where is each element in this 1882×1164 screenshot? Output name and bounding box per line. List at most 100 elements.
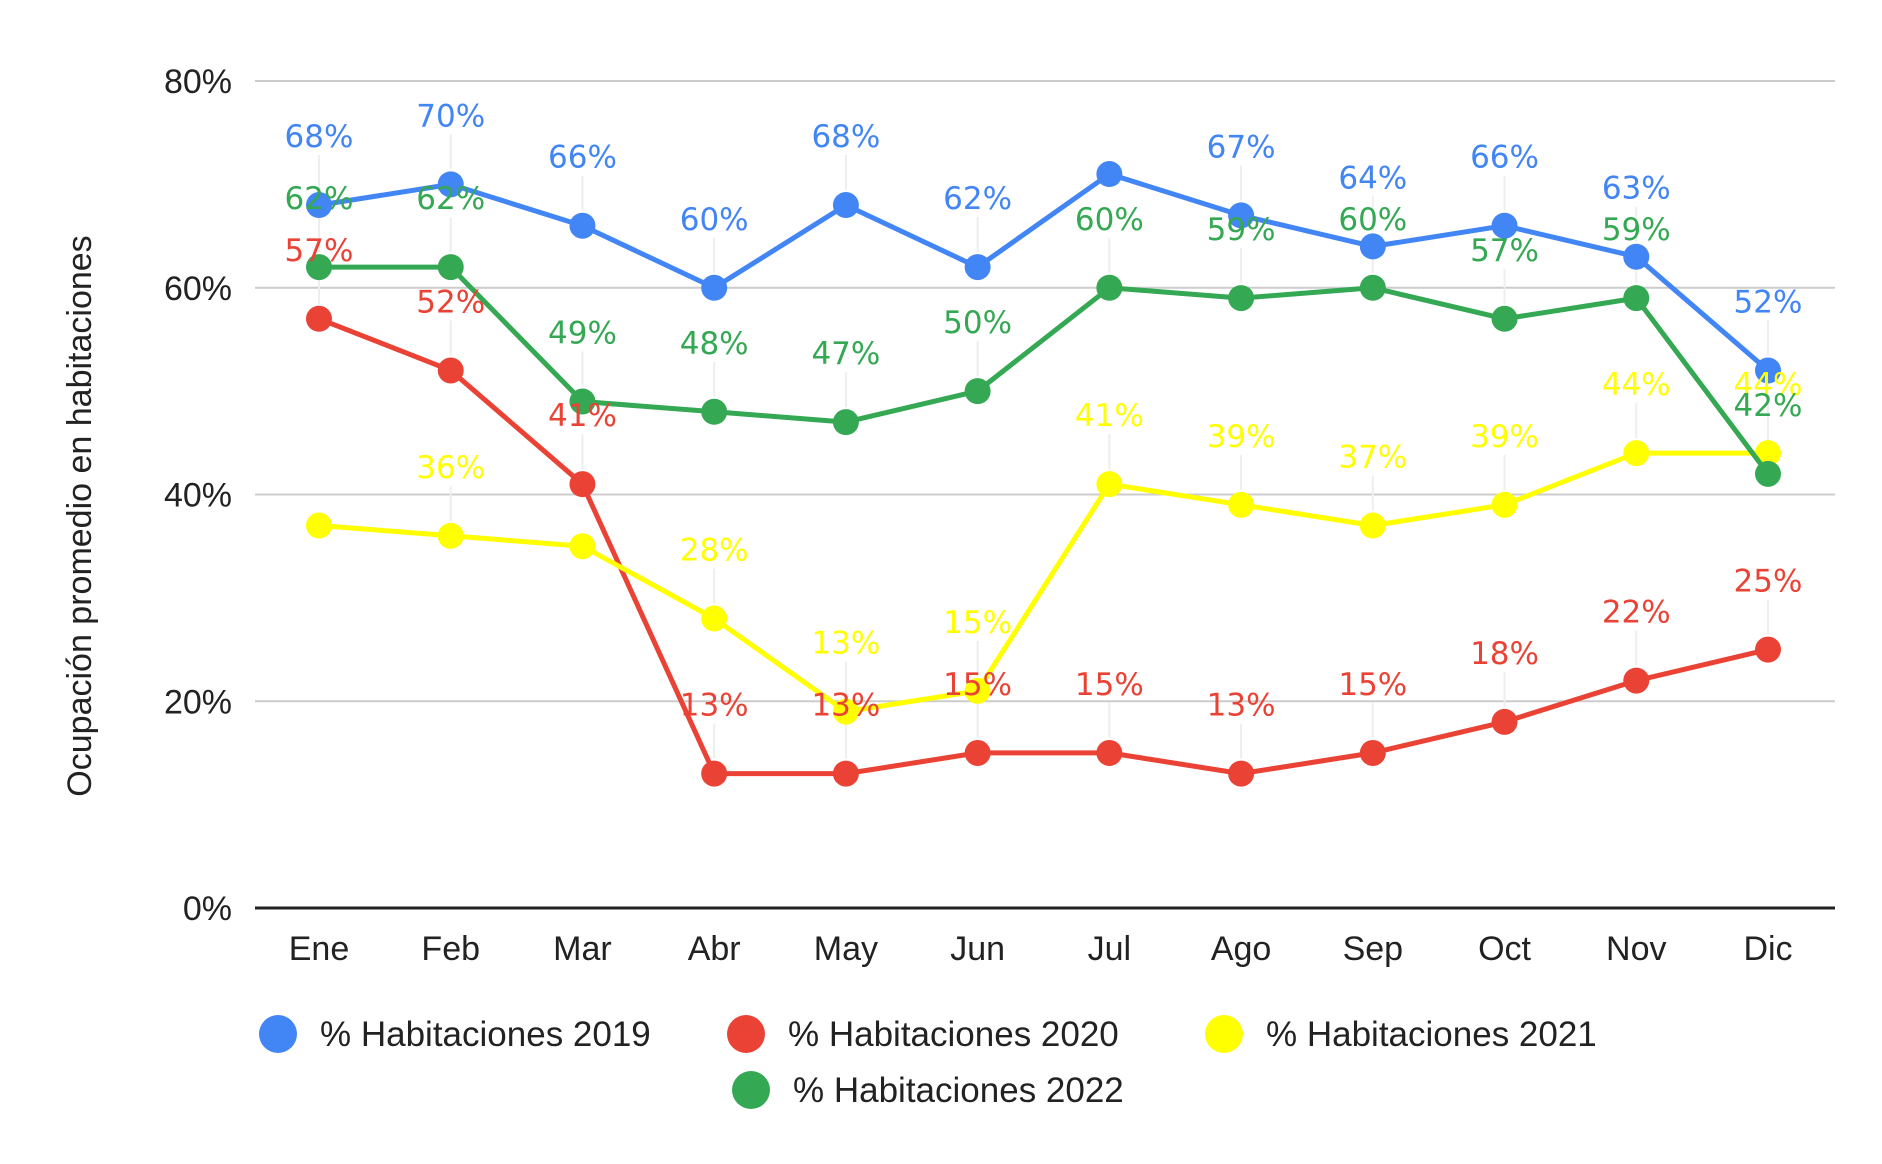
- data-label: 15%: [1338, 667, 1407, 703]
- data-label: 41%: [548, 398, 617, 434]
- y-tick-label: 20%: [164, 683, 232, 721]
- data-label: 52%: [1734, 284, 1803, 320]
- x-tick-label: Jul: [1088, 930, 1131, 968]
- data-point: [964, 677, 991, 704]
- data-label: 25%: [1734, 564, 1803, 600]
- series-line: [316, 171, 1771, 373]
- data-point: [1491, 491, 1518, 518]
- data-labels: 68% 70% 66% 60% 68% 62% 67% 64% 66% 63% 52% 57% 52% 4…: [285, 98, 1803, 723]
- x-tick-label: Mar: [553, 930, 612, 968]
- data-label: 41%: [1075, 398, 1144, 434]
- data-label: 59%: [1207, 212, 1276, 248]
- data-point: [1623, 667, 1650, 694]
- data-point: [832, 192, 859, 219]
- data-point: [569, 388, 596, 415]
- gridlines: [255, 80, 1835, 910]
- data-label: 70%: [416, 98, 485, 134]
- data-label: 42%: [1734, 388, 1803, 424]
- data-point: [1096, 161, 1123, 188]
- data-point: [569, 533, 596, 560]
- y-tick-label: 80%: [164, 63, 232, 101]
- data-point: [569, 212, 596, 239]
- legend-item: % Habitaciones 2022: [732, 1071, 1124, 1110]
- data-point: [1359, 512, 1386, 539]
- data-point: [701, 398, 728, 425]
- data-point: [1491, 708, 1518, 735]
- data-point: [1359, 233, 1386, 260]
- data-label: 67%: [1207, 129, 1276, 165]
- data-point: [1755, 440, 1781, 467]
- data-label: 36%: [416, 450, 485, 486]
- data-label: 60%: [1075, 202, 1144, 238]
- data-label: 60%: [680, 202, 749, 238]
- data-label: 15%: [1075, 667, 1144, 703]
- legend-swatch: [732, 1071, 770, 1109]
- legend-label: % Habitaciones 2020: [788, 1015, 1119, 1054]
- series-line: [316, 450, 1771, 715]
- y-tick-label: 60%: [164, 270, 232, 308]
- legend-swatch: [727, 1015, 765, 1053]
- series-lines: [306, 161, 1781, 787]
- data-label: 13%: [1207, 688, 1276, 724]
- y-axis-title: Ocupación promedio en habitaciones: [61, 235, 99, 796]
- data-point: [306, 305, 332, 332]
- data-label: 18%: [1470, 636, 1539, 672]
- data-point: [437, 522, 464, 549]
- data-label: 68%: [811, 119, 880, 155]
- data-label: 66%: [548, 140, 617, 176]
- data-point: [1228, 760, 1255, 787]
- data-point: [1623, 285, 1650, 312]
- data-point: [1755, 636, 1781, 663]
- x-tick-label: Dic: [1743, 930, 1792, 968]
- x-tick-label: Ene: [289, 930, 350, 968]
- legend-label: % Habitaciones 2021: [1266, 1015, 1597, 1054]
- data-label: 57%: [1470, 233, 1539, 269]
- data-point: [306, 254, 332, 281]
- data-label: 63%: [1602, 171, 1671, 207]
- label-leaders: [318, 134, 1769, 759]
- data-label: 13%: [680, 688, 749, 724]
- series-line: [316, 316, 1771, 777]
- data-label: 13%: [811, 626, 880, 662]
- data-label: 28%: [680, 533, 749, 569]
- data-label: 52%: [416, 284, 485, 320]
- data-label: 48%: [680, 326, 749, 362]
- x-tick-label: Feb: [421, 930, 480, 968]
- data-point: [1755, 460, 1781, 487]
- data-label: 49%: [548, 315, 617, 351]
- legend-label: % Habitaciones 2019: [320, 1015, 651, 1054]
- data-point: [1096, 471, 1123, 498]
- x-axis-ticks: Ene Feb Mar Abr May Jun Jul Ago Sep Oct Nov Dic: [289, 930, 1793, 968]
- legend-item: % Habitaciones 2019: [259, 1015, 651, 1054]
- data-point: [437, 171, 464, 198]
- data-label: 47%: [811, 336, 880, 372]
- x-tick-label: May: [814, 930, 878, 968]
- y-tick-label: 40%: [164, 477, 232, 515]
- y-axis-ticks: 0% 20% 40% 60% 80%: [164, 63, 232, 928]
- data-point: [964, 254, 991, 281]
- data-point: [832, 760, 859, 787]
- data-label: 57%: [285, 233, 354, 269]
- x-tick-label: Nov: [1606, 930, 1666, 968]
- data-point: [1623, 243, 1650, 270]
- data-label: 22%: [1602, 595, 1671, 631]
- data-label: 50%: [943, 305, 1012, 341]
- data-point: [1359, 739, 1386, 766]
- data-point: [1096, 274, 1123, 301]
- data-label: 62%: [943, 181, 1012, 217]
- data-point: [701, 760, 728, 787]
- data-label: 15%: [943, 667, 1012, 703]
- data-point: [1096, 739, 1123, 766]
- data-point: [437, 357, 464, 384]
- data-point: [832, 698, 859, 725]
- x-tick-label: Oct: [1478, 930, 1531, 968]
- legend-swatch: [1205, 1015, 1243, 1053]
- data-point: [1491, 305, 1518, 332]
- data-point: [1228, 285, 1255, 312]
- data-point: [964, 739, 991, 766]
- data-label: 37%: [1338, 440, 1407, 476]
- data-label: 39%: [1470, 419, 1539, 455]
- data-point: [306, 512, 332, 539]
- data-point: [1491, 212, 1518, 239]
